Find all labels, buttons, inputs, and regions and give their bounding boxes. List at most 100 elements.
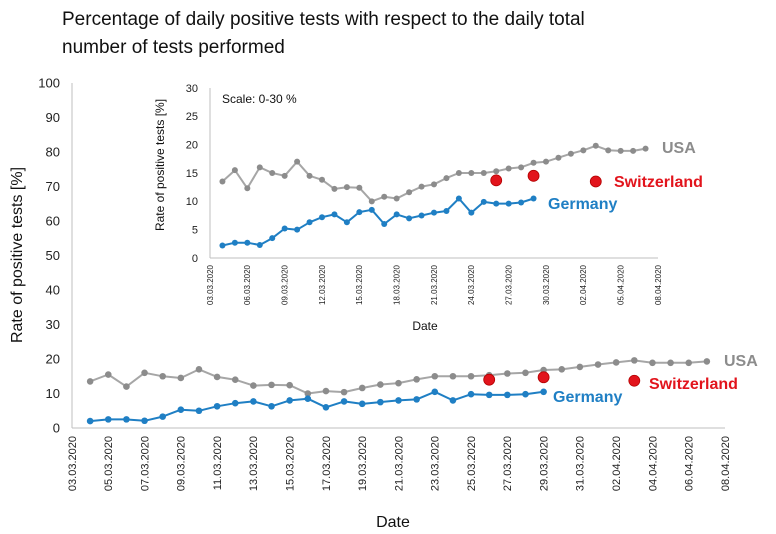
main-usa-point: [322, 387, 330, 395]
main-usa-point: [703, 358, 711, 365]
main-switzerland-point: [628, 374, 641, 387]
main-y-tick-label: 30: [46, 317, 60, 332]
main-germany-point: [413, 396, 420, 403]
main-germany-point: [540, 388, 547, 396]
main-usa-point: [340, 388, 348, 396]
inset-usa-point: [306, 172, 313, 179]
inset-usa-point: [567, 150, 574, 157]
inset-x-tick-label: 03.03.2020: [206, 264, 215, 305]
inset-scale-annotation: Scale: 0-30 %: [222, 92, 297, 106]
inset-germany-point: [443, 207, 450, 214]
main-x-axis-title: Date: [376, 514, 410, 531]
inset-x-tick-label: 08.04.2020: [654, 264, 663, 305]
inset-germany-point: [381, 221, 388, 227]
inset-x-tick-label: 21.03.2020: [430, 264, 439, 305]
main-x-tick-label: 03.03.2020: [67, 436, 79, 491]
chart-title: Percentage of daily positive tests with …: [62, 6, 742, 62]
inset-usa-point: [406, 189, 413, 196]
inset-germany-point: [393, 211, 400, 218]
main-usa-series-label: USA: [724, 353, 758, 370]
main-germany-point: [467, 390, 475, 398]
inset-x-tick-label: 05.04.2020: [616, 264, 625, 305]
inset-switzerland-point: [490, 174, 503, 187]
inset-usa-point: [319, 176, 325, 183]
inset-x-tick-label: 27.03.2020: [504, 264, 513, 305]
main-x-tick-label: 04.04.2020: [647, 436, 659, 491]
inset-usa-point: [480, 170, 487, 176]
inset-usa-point: [431, 181, 437, 188]
chart-title-line-1: Percentage of daily positive tests with …: [62, 9, 585, 30]
inset-germany-point: [518, 199, 525, 206]
inset-y-tick-label: 5: [192, 225, 198, 237]
inset-usa-point: [555, 154, 562, 161]
main-switzerland-point: [483, 373, 496, 386]
inset-germany-point: [231, 239, 238, 246]
inset-switzerland-series-label: Switzerland: [614, 174, 703, 191]
inset-usa-point: [505, 165, 512, 172]
inset-germany-point: [530, 195, 537, 202]
main-germany-point: [304, 395, 312, 402]
main-usa-point: [104, 371, 112, 378]
main-y-tick-label: 70: [46, 179, 60, 194]
inset-usa-point: [518, 164, 525, 171]
main-germany-point: [231, 399, 239, 407]
inset-germany-point: [356, 209, 363, 216]
main-germany-point: [86, 417, 94, 425]
main-y-tick-label: 0: [53, 421, 60, 436]
main-germany-line: [90, 390, 544, 423]
inset-x-tick-label: 12.03.2020: [318, 264, 327, 305]
inset-usa-point: [642, 145, 649, 152]
main-x-tick-label: 05.03.2020: [103, 436, 115, 491]
inset-x-tick-label: 15.03.2020: [355, 264, 364, 305]
main-usa-point: [195, 366, 203, 373]
inset-germany-series-label: Germany: [548, 196, 617, 213]
inset-y-tick-label: 0: [192, 253, 198, 265]
main-germany-point: [449, 397, 457, 404]
inset-usa-point: [269, 170, 276, 176]
main-x-tick-label: 11.03.2020: [212, 436, 224, 490]
main-x-tick-label: 21.03.2020: [393, 436, 405, 491]
main-usa-point: [395, 379, 402, 387]
inset-y-tick-label: 25: [186, 111, 198, 123]
main-x-tick-label: 06.04.2020: [684, 436, 696, 491]
main-germany-point: [431, 388, 439, 396]
inset-x-tick-label: 24.03.2020: [467, 264, 476, 305]
inset-usa-point: [356, 184, 363, 191]
main-germany-point: [104, 416, 112, 423]
main-x-tick-label: 31.03.2020: [575, 436, 587, 491]
main-usa-point: [286, 381, 293, 389]
main-usa-point: [576, 363, 584, 371]
chart-title-line-2: number of tests performed: [62, 37, 285, 58]
inset-usa-point: [331, 185, 338, 192]
inset-usa-point: [244, 185, 251, 192]
main-switzerland-point: [537, 371, 550, 384]
inset-switzerland-point: [589, 175, 602, 188]
main-usa-point: [177, 374, 185, 382]
main-usa-point: [123, 383, 130, 390]
inset-usa-point: [580, 147, 587, 154]
main-germany-point: [522, 390, 529, 398]
main-usa-point: [558, 366, 566, 373]
main-usa-point: [667, 359, 674, 367]
main-y-tick-label: 60: [46, 214, 60, 229]
main-germany-point: [485, 391, 493, 399]
main-y-tick-label: 90: [46, 110, 60, 125]
main-usa-point: [631, 357, 638, 364]
main-germany-point: [358, 400, 366, 408]
main-y-tick-label: 50: [46, 248, 60, 263]
inset-x-tick-label: 09.03.2020: [280, 264, 289, 305]
main-usa-point: [649, 359, 656, 367]
inset-usa-point: [294, 158, 301, 165]
main-y-tick-label: 80: [46, 145, 60, 160]
main-usa-point: [431, 372, 439, 380]
inset-usa-point: [630, 147, 637, 154]
inset-germany-line: [222, 197, 534, 247]
inset-germany-point: [406, 215, 413, 222]
inset-germany-point: [331, 211, 338, 218]
inset-usa-point: [592, 142, 599, 149]
main-x-tick-label: 27.03.2020: [502, 436, 514, 491]
main-x-tick-label: 02.04.2020: [611, 436, 623, 491]
main-usa-point: [612, 359, 620, 366]
inset-usa-point: [343, 184, 350, 191]
